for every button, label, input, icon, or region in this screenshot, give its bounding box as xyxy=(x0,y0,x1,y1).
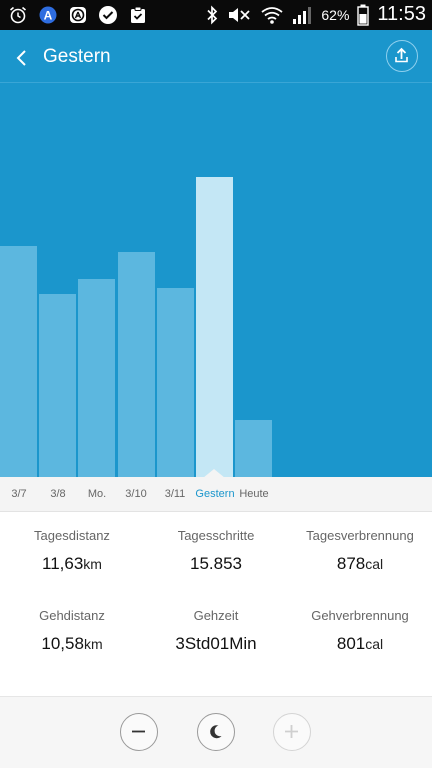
bluetooth-icon xyxy=(207,4,218,25)
day-label[interactable]: 3/8 xyxy=(50,488,66,500)
activity-chart: Gestern xyxy=(0,30,432,478)
day-label[interactable]: Mo. xyxy=(87,488,107,500)
value-number: 11,63 xyxy=(42,554,84,573)
bar-5[interactable] xyxy=(196,177,233,477)
value-number: 878 xyxy=(336,554,366,573)
bar-0[interactable] xyxy=(0,246,37,477)
svg-text:A: A xyxy=(44,9,53,23)
stat-label: Gehverbrennung xyxy=(311,608,409,623)
a-app-outline-icon xyxy=(70,7,86,23)
moon-icon xyxy=(210,725,222,739)
day-label[interactable]: 3/10 xyxy=(125,488,147,500)
hidden-stat-label xyxy=(0,684,144,696)
battery-icon xyxy=(357,4,370,26)
clock: 11:53 xyxy=(377,3,426,25)
next-stats-row xyxy=(0,684,432,696)
day-label[interactable]: 3/11 xyxy=(164,488,186,500)
bar-chart xyxy=(0,30,432,477)
day-label[interactable]: 3/7 xyxy=(11,488,27,500)
stat-value: 11,63km xyxy=(0,554,144,574)
signal-icon xyxy=(293,6,312,24)
status-left-icons: A xyxy=(8,5,148,25)
value-number: 3Std01Min xyxy=(175,634,257,653)
stat-value: 3Std01Min xyxy=(144,634,288,654)
sleep-button[interactable] xyxy=(197,713,235,751)
stat-walk-time: Gehzeit 3Std01Min xyxy=(144,608,288,654)
stat-label: Gehzeit xyxy=(193,608,239,623)
wifi-icon xyxy=(261,6,283,24)
day-label[interactable]: Heute xyxy=(239,488,269,500)
check-icon xyxy=(99,6,117,24)
day-axis: 3/7 3/8 Mo. 3/10 3/11 Gestern Heute xyxy=(0,477,432,511)
day-label[interactable]: Gestern xyxy=(195,488,235,500)
value-unit: cal xyxy=(365,556,384,572)
alarm-icon xyxy=(9,6,27,24)
clipboard-check-icon xyxy=(131,6,145,23)
stat-day-distance: Tagesdistanz 11,63km xyxy=(0,528,144,574)
value-unit: km xyxy=(83,636,103,652)
status-bar: A xyxy=(0,0,432,30)
upload-icon xyxy=(395,47,408,63)
value-unit: km xyxy=(83,556,102,572)
share-button[interactable] xyxy=(386,40,418,72)
bar-6[interactable] xyxy=(235,420,272,477)
status-right: 62% 11:53 xyxy=(205,3,426,26)
stat-walk-distance: Gehdistanz 10,58km xyxy=(0,608,144,654)
bar-3[interactable] xyxy=(118,252,155,477)
page-title: Gestern xyxy=(43,46,111,67)
chevron-left-icon xyxy=(16,50,26,66)
plus-icon xyxy=(285,725,298,738)
value-number: 15.853 xyxy=(190,554,242,573)
stat-walk-calories: Gehverbrennung 801cal xyxy=(288,608,432,654)
battery-percent: 62% xyxy=(321,6,350,23)
header-divider xyxy=(0,82,432,83)
value-unit: cal xyxy=(365,636,384,652)
value-number: 801 xyxy=(336,634,366,653)
stat-label: Tagesverbrennung xyxy=(306,528,414,543)
minus-button[interactable] xyxy=(120,713,158,751)
selected-day-pointer xyxy=(203,469,225,478)
bar-1[interactable] xyxy=(39,294,76,477)
stat-label: Tagesdistanz xyxy=(34,528,110,543)
stat-label: Gehdistanz xyxy=(39,608,105,623)
back-button[interactable] xyxy=(10,44,36,72)
divider xyxy=(0,511,432,512)
stat-day-steps: Tagesschritte 15.853 xyxy=(144,528,288,574)
bar-2[interactable] xyxy=(78,279,115,477)
stat-value: 801cal xyxy=(288,634,432,654)
stat-value: 878cal xyxy=(288,554,432,574)
a-app-icon: A xyxy=(39,6,57,24)
mute-icon xyxy=(229,7,251,22)
bottom-toolbar xyxy=(0,696,432,768)
minus-icon xyxy=(132,730,145,733)
stat-label: Tagesschritte xyxy=(177,528,255,543)
value-number: 10,58 xyxy=(41,634,84,653)
stat-value: 15.853 xyxy=(144,554,288,574)
stat-day-calories: Tagesverbrennung 878cal xyxy=(288,528,432,574)
stat-value: 10,58km xyxy=(0,634,144,654)
plus-button[interactable] xyxy=(273,713,311,751)
bar-4[interactable] xyxy=(157,288,194,477)
